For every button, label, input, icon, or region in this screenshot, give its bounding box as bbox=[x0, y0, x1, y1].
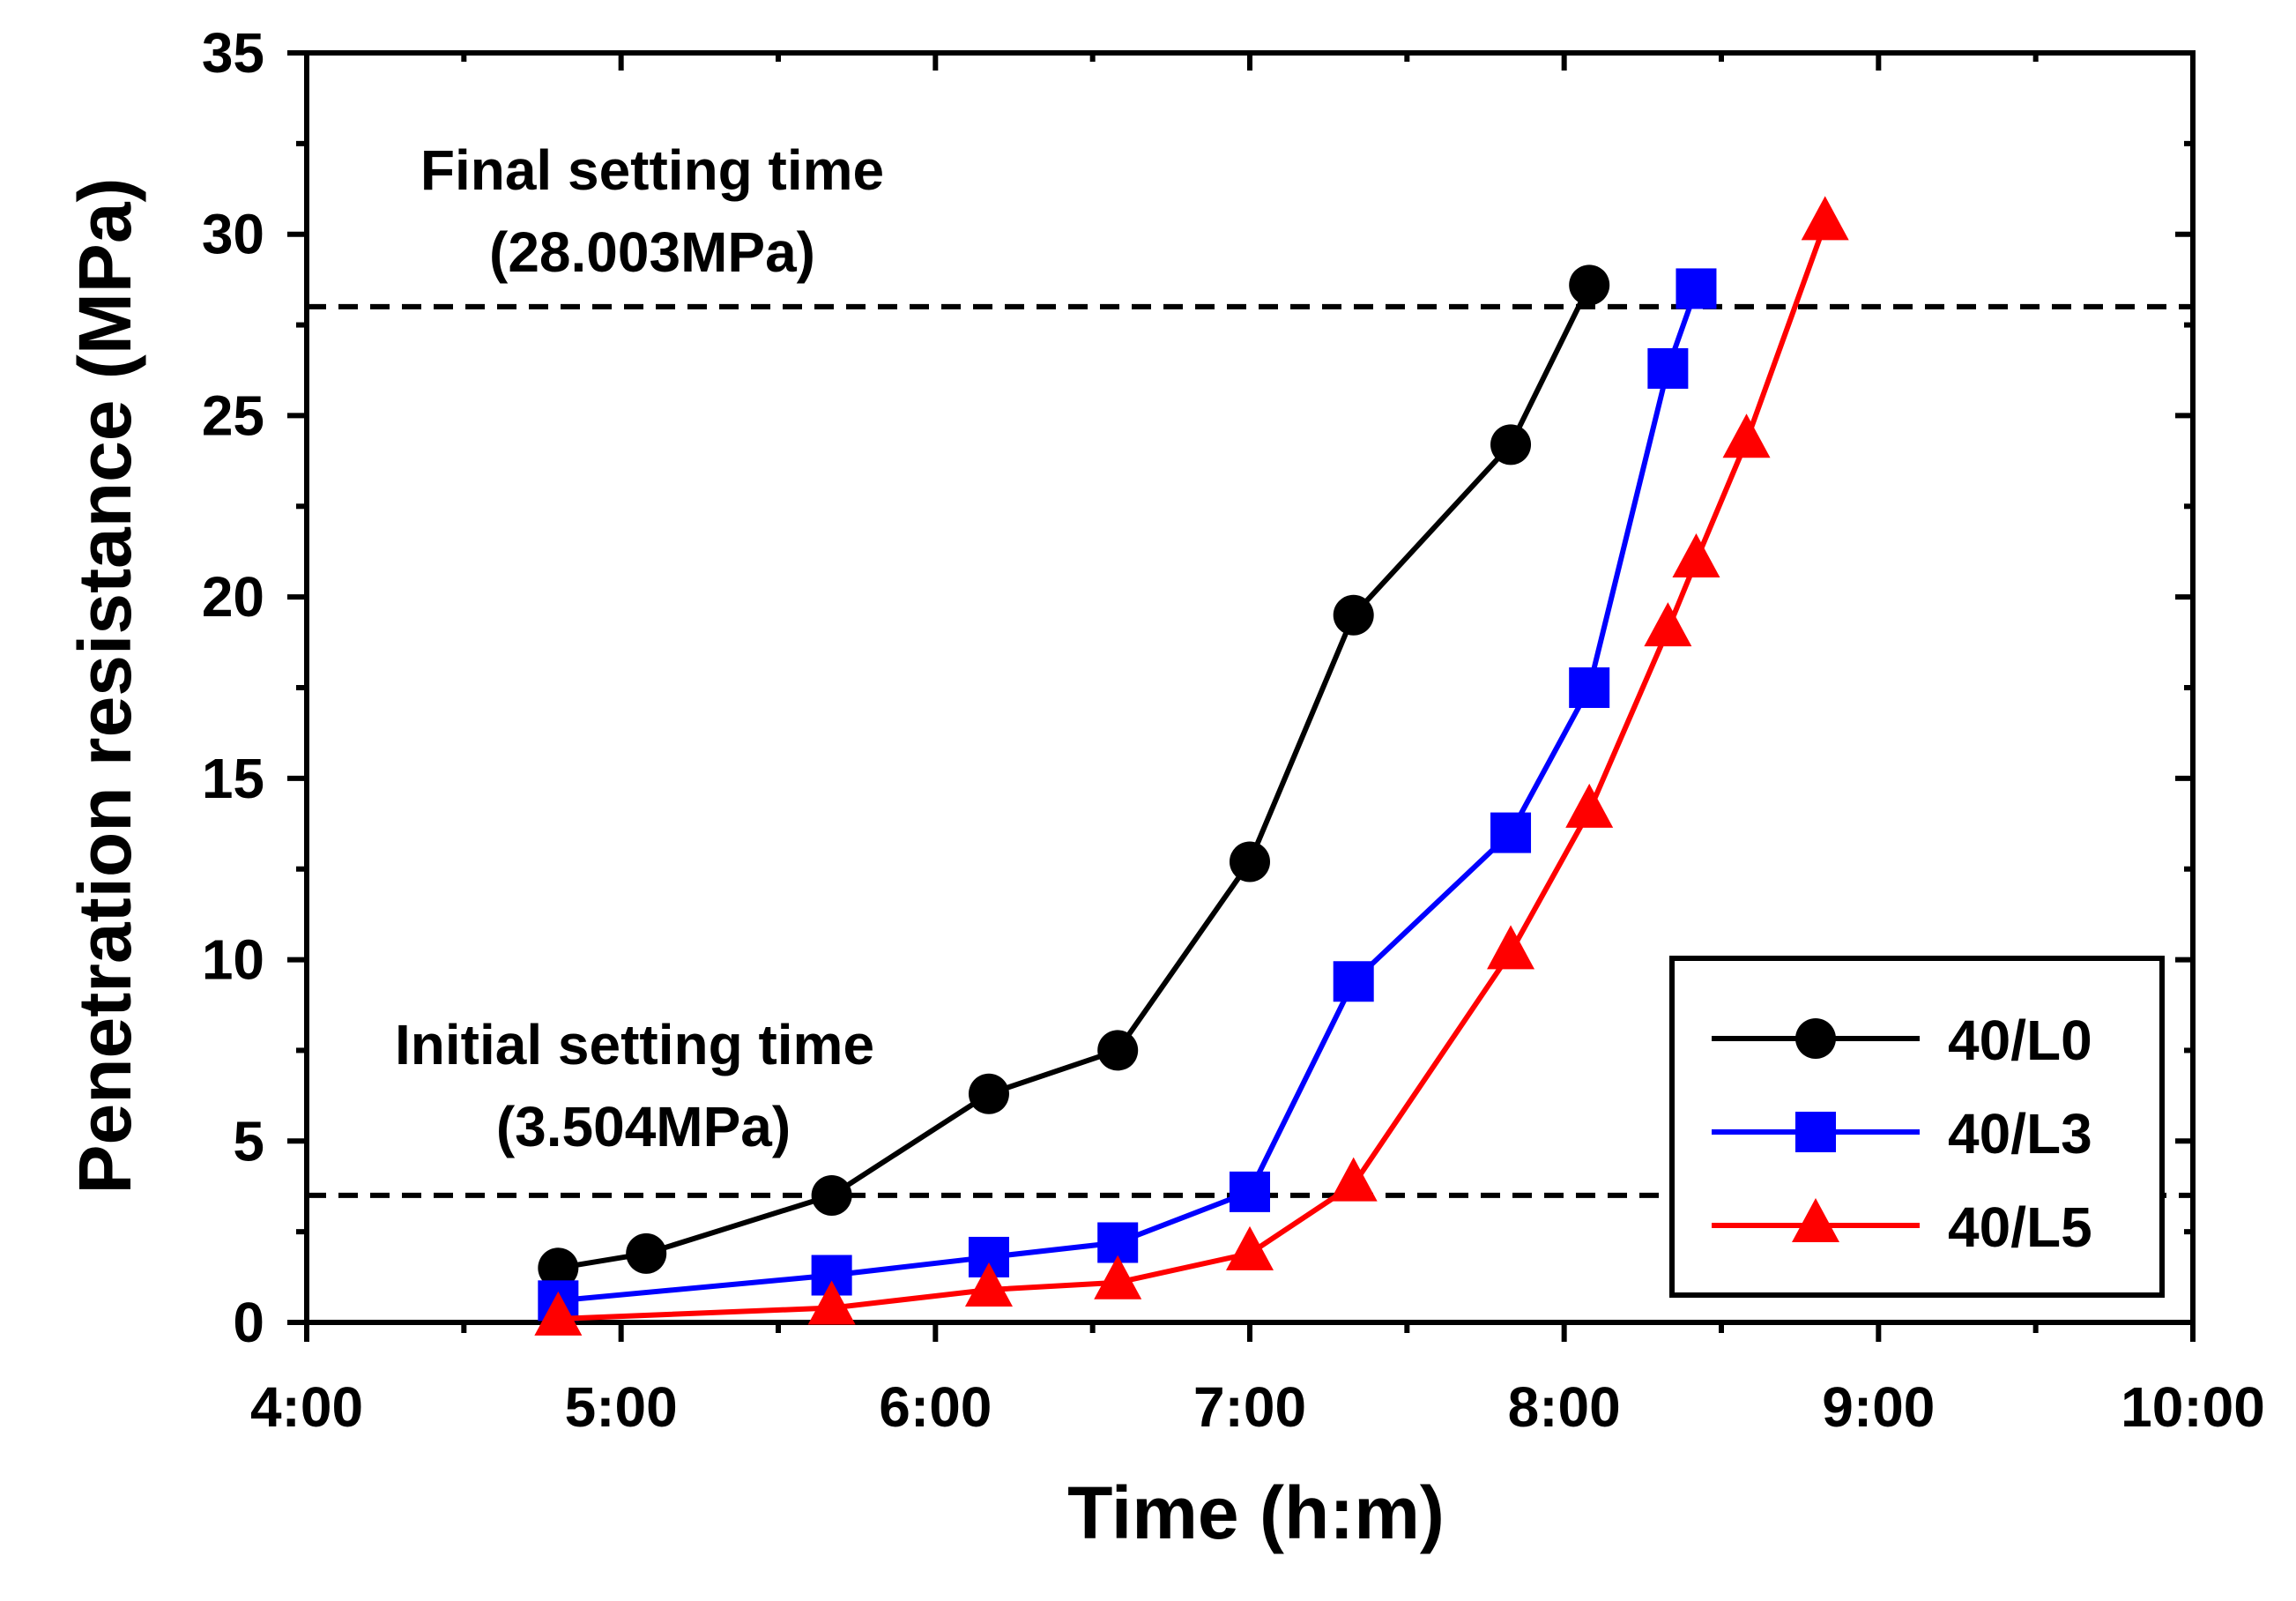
data-point bbox=[1487, 925, 1535, 970]
y-axis-ticks: 0 5 10 15 20 25 30 35 bbox=[202, 21, 2193, 1354]
data-point bbox=[1569, 667, 1610, 708]
legend: 40/L0 40/L3 40/L5 bbox=[1669, 956, 2165, 1298]
data-point bbox=[1565, 783, 1614, 828]
x-tick-label: 6:00 bbox=[879, 1375, 992, 1439]
data-point bbox=[1094, 1255, 1142, 1299]
data-point bbox=[1226, 1225, 1274, 1270]
x-axis-title: Time (h:m) bbox=[1067, 1471, 1445, 1554]
data-point bbox=[538, 1247, 579, 1289]
y-tick-label: 20 bbox=[202, 565, 264, 629]
data-point bbox=[626, 1232, 667, 1274]
data-point bbox=[1672, 533, 1720, 577]
data-point bbox=[1722, 413, 1771, 458]
x-tick-label: 7:00 bbox=[1193, 1375, 1306, 1439]
x-tick-label: 4:00 bbox=[250, 1375, 363, 1439]
final-setting-label: Final setting time bbox=[420, 138, 884, 202]
initial-setting-value: (3.504MPa) bbox=[496, 1095, 791, 1158]
data-point bbox=[1097, 1030, 1139, 1071]
legend-label: 40/L5 bbox=[1948, 1195, 2092, 1259]
data-point bbox=[1647, 347, 1689, 389]
y-tick-label: 35 bbox=[202, 21, 264, 85]
x-axis-ticks: 4:00 5:00 6:00 7:00 8:00 9:00 10:00 bbox=[250, 53, 2265, 1439]
data-point bbox=[968, 1073, 1009, 1114]
legend-label: 40/L3 bbox=[1948, 1102, 2092, 1165]
y-tick-label: 30 bbox=[202, 203, 264, 266]
x-tick-label: 10:00 bbox=[2121, 1375, 2265, 1439]
y-axis-title: Penetration resistance (MPa) bbox=[63, 177, 146, 1194]
x-tick-label: 9:00 bbox=[1822, 1375, 1935, 1439]
legend-marker bbox=[1795, 1018, 1836, 1059]
y-tick-label: 15 bbox=[202, 747, 264, 810]
y-tick-label: 10 bbox=[202, 928, 264, 992]
data-point bbox=[1801, 196, 1849, 241]
data-point bbox=[1644, 602, 1692, 647]
data-point bbox=[964, 1262, 1013, 1307]
y-tick-label: 0 bbox=[233, 1291, 264, 1354]
legend-marker bbox=[1795, 1112, 1836, 1152]
final-setting-value: (28.003MPa) bbox=[489, 220, 815, 284]
series-line bbox=[558, 222, 1828, 1322]
data-point bbox=[1230, 1171, 1270, 1212]
series-line bbox=[558, 287, 1699, 1304]
legend-marker bbox=[1792, 1198, 1839, 1242]
data-point bbox=[1333, 594, 1374, 636]
data-point bbox=[1676, 268, 1717, 309]
data-point bbox=[807, 1280, 856, 1325]
series-40-l0 bbox=[538, 264, 1610, 1289]
data-point bbox=[1490, 812, 1532, 853]
series-40-l5 bbox=[534, 196, 1849, 1336]
data-point bbox=[811, 1175, 852, 1216]
series-40-l3 bbox=[538, 268, 1717, 1322]
data-point bbox=[1490, 424, 1532, 465]
x-tick-label: 5:00 bbox=[565, 1375, 678, 1439]
initial-setting-label: Initial setting time bbox=[395, 1013, 874, 1076]
data-point bbox=[1333, 961, 1374, 1002]
data-point bbox=[1569, 264, 1610, 306]
legend-box bbox=[1669, 956, 2165, 1298]
legend-label: 40/L0 bbox=[1948, 1009, 2092, 1072]
y-tick-label: 5 bbox=[233, 1109, 264, 1173]
data-point bbox=[1230, 841, 1270, 882]
x-tick-label: 8:00 bbox=[1508, 1375, 1621, 1439]
legend-items: 40/L0 40/L3 40/L5 bbox=[1712, 1009, 2092, 1259]
y-tick-label: 25 bbox=[202, 383, 264, 447]
series-layer bbox=[534, 196, 1849, 1336]
data-point bbox=[534, 1291, 583, 1336]
data-point bbox=[1329, 1157, 1378, 1202]
